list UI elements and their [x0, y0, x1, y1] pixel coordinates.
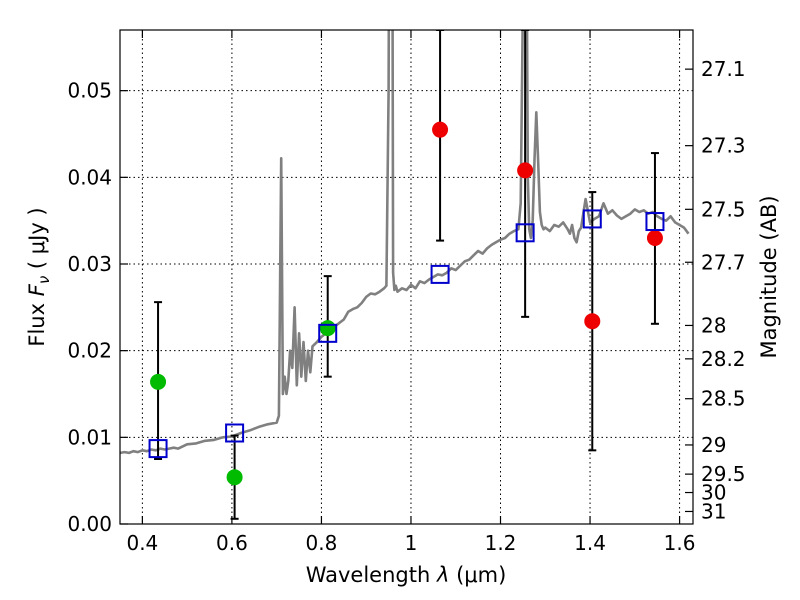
y-axis-title-text: Flux — [25, 303, 49, 347]
red-point — [584, 313, 601, 330]
x-axis-ticks: 0.4 0.6 0.8 1 1.2 1.4 1.6 — [126, 30, 695, 555]
model-point — [645, 212, 665, 232]
right-tick-label: 31 — [701, 499, 726, 523]
x-axis-title: Wavelength λ (μm) — [306, 563, 507, 587]
y-axis-title-subscript: ν — [35, 276, 53, 284]
plot-frame — [119, 29, 694, 525]
right-axis-title: Magnitude (AB) — [757, 195, 781, 358]
y-axis-title: Flux Fν ( μJy ) — [25, 207, 53, 346]
y-axis-title-symbol: F — [25, 283, 49, 296]
right-tick-label: 28.2 — [701, 347, 746, 371]
right-tick-label: 27.1 — [701, 57, 746, 81]
model-point — [225, 423, 245, 443]
x-tick-label: 1.6 — [664, 531, 696, 555]
model-point — [148, 439, 168, 459]
grid — [120, 30, 693, 524]
model-point — [515, 223, 535, 243]
y-tick-label: 0.04 — [67, 165, 112, 189]
right-tick-label: 27.7 — [701, 250, 746, 274]
green-point — [226, 469, 243, 486]
x-axis-title-text: Wavelength — [306, 563, 431, 587]
right-tick-label: 29.5 — [701, 462, 746, 486]
spectrum-line — [120, 30, 690, 455]
x-tick-label: 1.4 — [574, 531, 606, 555]
x-axis-title-symbol: λ — [436, 563, 449, 587]
right-tick-label: 30 — [701, 481, 726, 505]
x-tick-label: 0.6 — [216, 531, 248, 555]
right-tick-label: 28 — [701, 313, 726, 337]
green-point — [319, 320, 336, 337]
plot-area — [120, 30, 690, 520]
model-point — [318, 323, 338, 343]
x-tick-label: 0.4 — [126, 531, 158, 555]
x-tick-label: 1.2 — [485, 531, 517, 555]
red-point — [646, 230, 663, 246]
x-tick-label: 1 — [405, 531, 418, 555]
model-point — [430, 264, 450, 284]
red-point — [432, 121, 449, 138]
x-tick-label: 0.8 — [306, 531, 338, 555]
x-axis-title-unit: (μm) — [456, 563, 506, 587]
green-point — [150, 373, 167, 390]
right-tick-label: 29 — [701, 433, 726, 457]
model-point — [582, 209, 602, 229]
y-tick-label: 0.05 — [67, 79, 112, 103]
right-tick-label: 27.3 — [701, 134, 746, 158]
right-tick-label: 28.5 — [701, 387, 746, 411]
y-tick-label: 0.00 — [67, 512, 112, 536]
right-tick-label: 27.5 — [701, 197, 746, 221]
data-markers — [148, 121, 665, 486]
y-tick-label: 0.02 — [67, 339, 112, 363]
y-axis-ticks: 0.00 0.01 0.02 0.03 0.04 0.05 — [67, 79, 128, 536]
y-tick-label: 0.03 — [67, 252, 112, 276]
y-tick-label: 0.01 — [67, 425, 112, 449]
y-axis-title-unit: ( μJy ) — [25, 207, 49, 269]
red-point — [517, 162, 534, 179]
